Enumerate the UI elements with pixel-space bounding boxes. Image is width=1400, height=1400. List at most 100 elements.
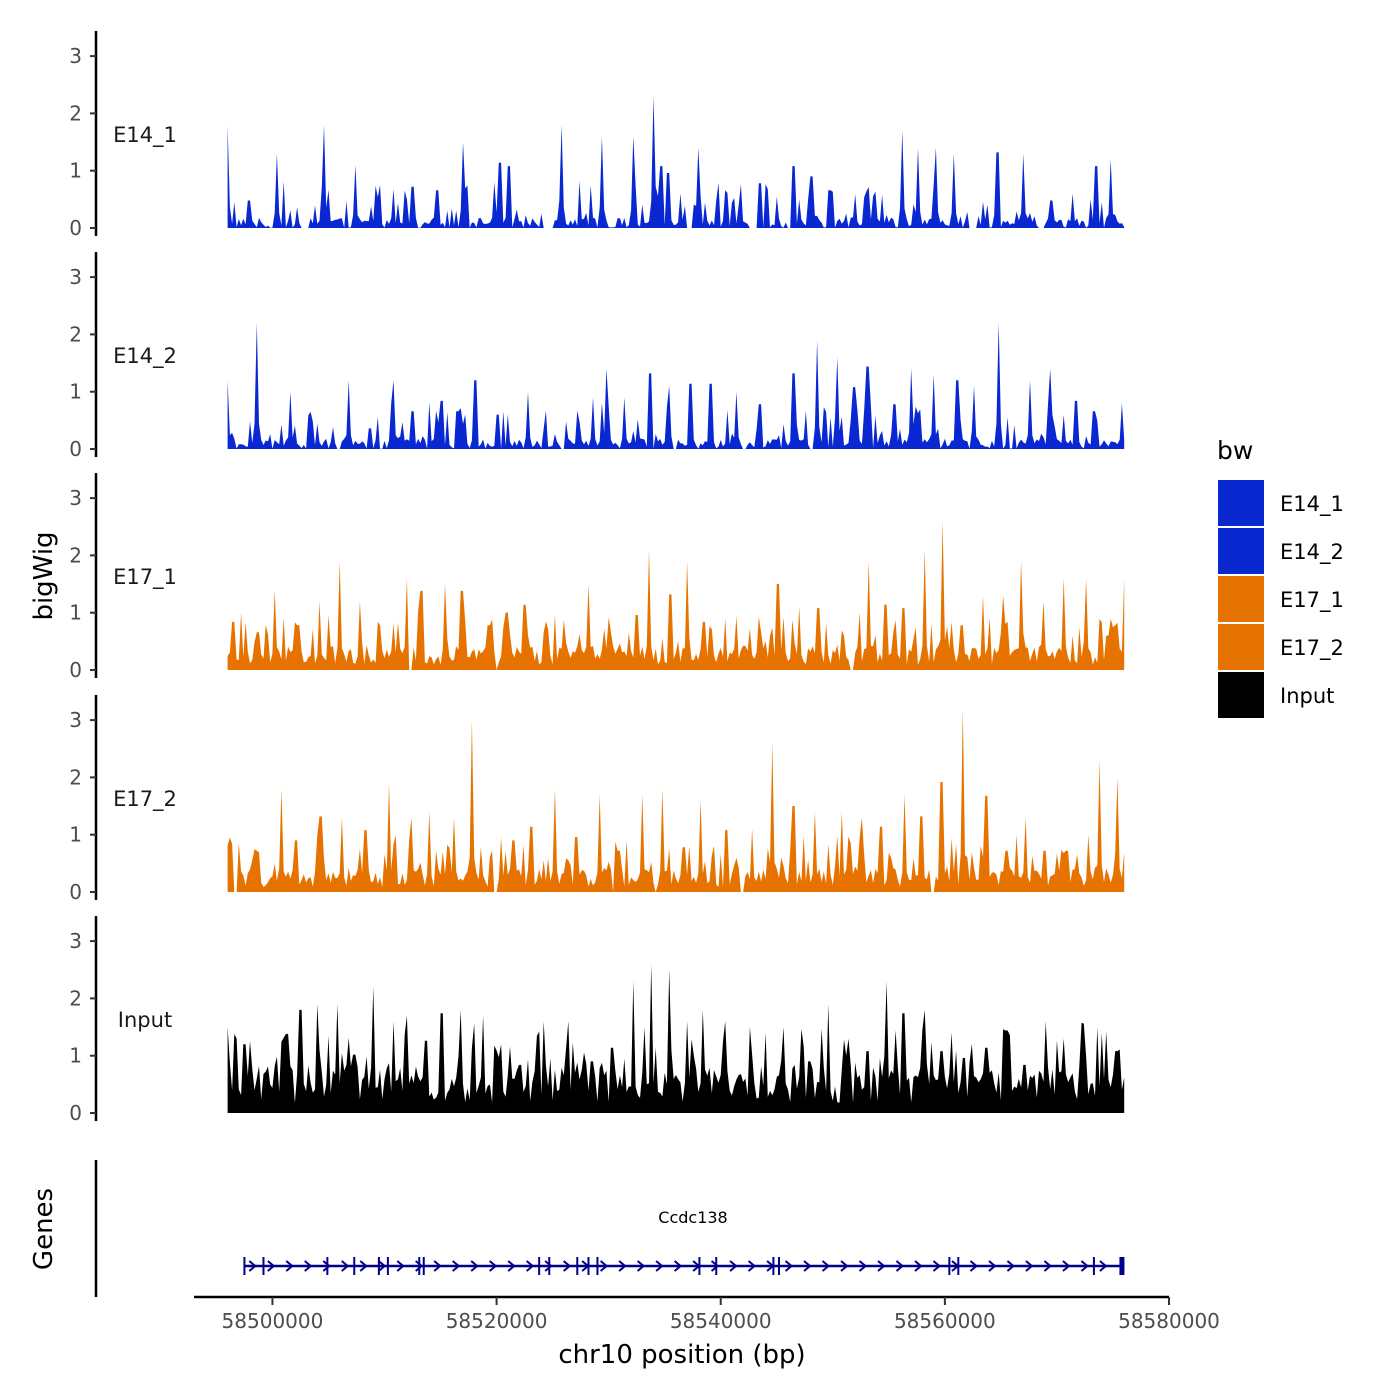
strand-arrow (655, 1260, 664, 1272)
signal-area-E14_2 (227, 322, 1125, 449)
legend-label: E17_1 (1280, 588, 1344, 613)
y-tick-label: 2 (69, 322, 82, 346)
strand-arrow (877, 1260, 886, 1272)
strand-arrow (636, 1260, 646, 1272)
strand-arrow (710, 1260, 720, 1272)
strand-arrow (673, 1260, 683, 1272)
legend-label: Input (1280, 684, 1334, 708)
exon-mark (957, 1257, 960, 1275)
exon-mark (1119, 1257, 1125, 1275)
exon-mark (422, 1257, 425, 1275)
y-tick-label: 2 (69, 986, 82, 1010)
exon-mark (418, 1257, 421, 1275)
track-label: Input (118, 1008, 172, 1032)
track-Input: 0 1 2 3 Input (69, 916, 1125, 1125)
strand-arrow (821, 1260, 831, 1272)
strand-arrow (858, 1260, 868, 1272)
y-tick-label: 0 (69, 658, 82, 682)
track-E17_2: 0 1 2 3 E17_2 (69, 695, 1125, 904)
strand-arrow (1062, 1260, 1071, 1272)
x-tick-label: 58500000 (222, 1309, 324, 1333)
y-tick-label: 2 (69, 543, 82, 567)
y-tick-label: 3 (69, 708, 82, 732)
exon-mark (548, 1257, 551, 1275)
genes-track: Ccdc138 (94, 1160, 1125, 1297)
y-tick-label: 1 (69, 823, 82, 847)
strand-arrow (729, 1260, 738, 1272)
strand-arrow (1080, 1260, 1089, 1272)
exon-mark (596, 1257, 599, 1275)
genes-axis-title: Genes (29, 1188, 59, 1270)
x-tick-label: 58540000 (670, 1309, 772, 1333)
y-tick-label: 1 (69, 380, 82, 404)
strand-arrow (267, 1260, 276, 1272)
strand-arrow (433, 1260, 442, 1272)
exon-mark (386, 1257, 389, 1275)
strand-arrow (784, 1260, 794, 1272)
signal-tracks: 0 1 2 3 E14_1 0 1 2 3 E14_2 0 1 2 3 E17_1 0 1 2 3 E17_2 0 1 2 3… (69, 31, 1125, 1125)
strand-arrow (415, 1260, 424, 1272)
strand-arrow (1099, 1260, 1108, 1272)
legend: bw E14_1 E14_2 E17_1 E17_2 Input (1217, 436, 1344, 718)
strand-arrow (378, 1260, 387, 1272)
gene-label: Ccdc138 (658, 1208, 727, 1227)
legend-key-Input (1218, 672, 1264, 718)
y-tick-label: 1 (69, 601, 82, 625)
strand-arrow (285, 1260, 294, 1272)
exon-mark (587, 1257, 590, 1275)
track-E17_1: 0 1 2 3 E17_1 (69, 473, 1125, 682)
exon-mark (772, 1257, 775, 1275)
strand-arrow (747, 1260, 757, 1272)
track-E14_2: 0 1 2 3 E14_2 (69, 252, 1125, 461)
legend-label: E14_2 (1280, 540, 1344, 565)
exon-mark (698, 1257, 701, 1275)
legend-label: E17_2 (1280, 636, 1344, 661)
y-tick-label: 2 (69, 101, 82, 125)
track-E14_1: 0 1 2 3 E14_1 (69, 31, 1125, 240)
strand-arrow (248, 1260, 257, 1272)
legend-key-E14_1 (1218, 480, 1264, 526)
strand-arrow (618, 1260, 627, 1272)
exon-mark (576, 1257, 579, 1275)
y-tick-label: 1 (69, 159, 82, 183)
x-axis-title: chr10 position (bp) (558, 1340, 805, 1370)
strand-arrow (1006, 1260, 1015, 1272)
strand-arrow (489, 1260, 498, 1272)
signal-area-Input (227, 964, 1125, 1113)
x-tick-label: 58520000 (446, 1309, 548, 1333)
y-tick-label: 3 (69, 44, 82, 68)
y-tick-label: 0 (69, 880, 82, 904)
exon-mark (778, 1257, 780, 1275)
legend-key-E14_2 (1218, 528, 1264, 574)
legend-key-E17_1 (1218, 576, 1264, 622)
strand-arrow (304, 1260, 313, 1272)
x-tick-label: 58580000 (1118, 1309, 1220, 1333)
strand-arrow (341, 1260, 350, 1272)
signal-area-E17_2 (227, 708, 1125, 892)
exon-mark (1092, 1257, 1095, 1275)
legend-key-E17_2 (1218, 624, 1264, 670)
track-label: E17_1 (113, 565, 177, 590)
exon-mark (948, 1257, 951, 1275)
strand-arrow (1043, 1260, 1052, 1272)
exon-mark (243, 1257, 246, 1275)
exon-mark (326, 1257, 329, 1275)
track-label: E14_1 (113, 123, 177, 148)
track-label: E17_2 (113, 787, 177, 812)
strand-arrow (969, 1260, 979, 1272)
y-tick-label: 2 (69, 765, 82, 789)
strand-arrow (359, 1260, 368, 1272)
y-tick-label: 3 (69, 265, 82, 289)
strand-arrow (507, 1260, 516, 1272)
legend-title: bw (1217, 436, 1253, 465)
strand-arrow (470, 1260, 479, 1272)
strand-arrow (932, 1260, 942, 1272)
exon-mark (353, 1257, 356, 1275)
legend-label: E14_1 (1280, 492, 1344, 517)
strand-arrow (544, 1260, 553, 1272)
exon-mark (262, 1257, 265, 1275)
exon-mark (538, 1257, 541, 1275)
exon-mark (377, 1257, 380, 1275)
x-tick-label: 58560000 (894, 1309, 996, 1333)
